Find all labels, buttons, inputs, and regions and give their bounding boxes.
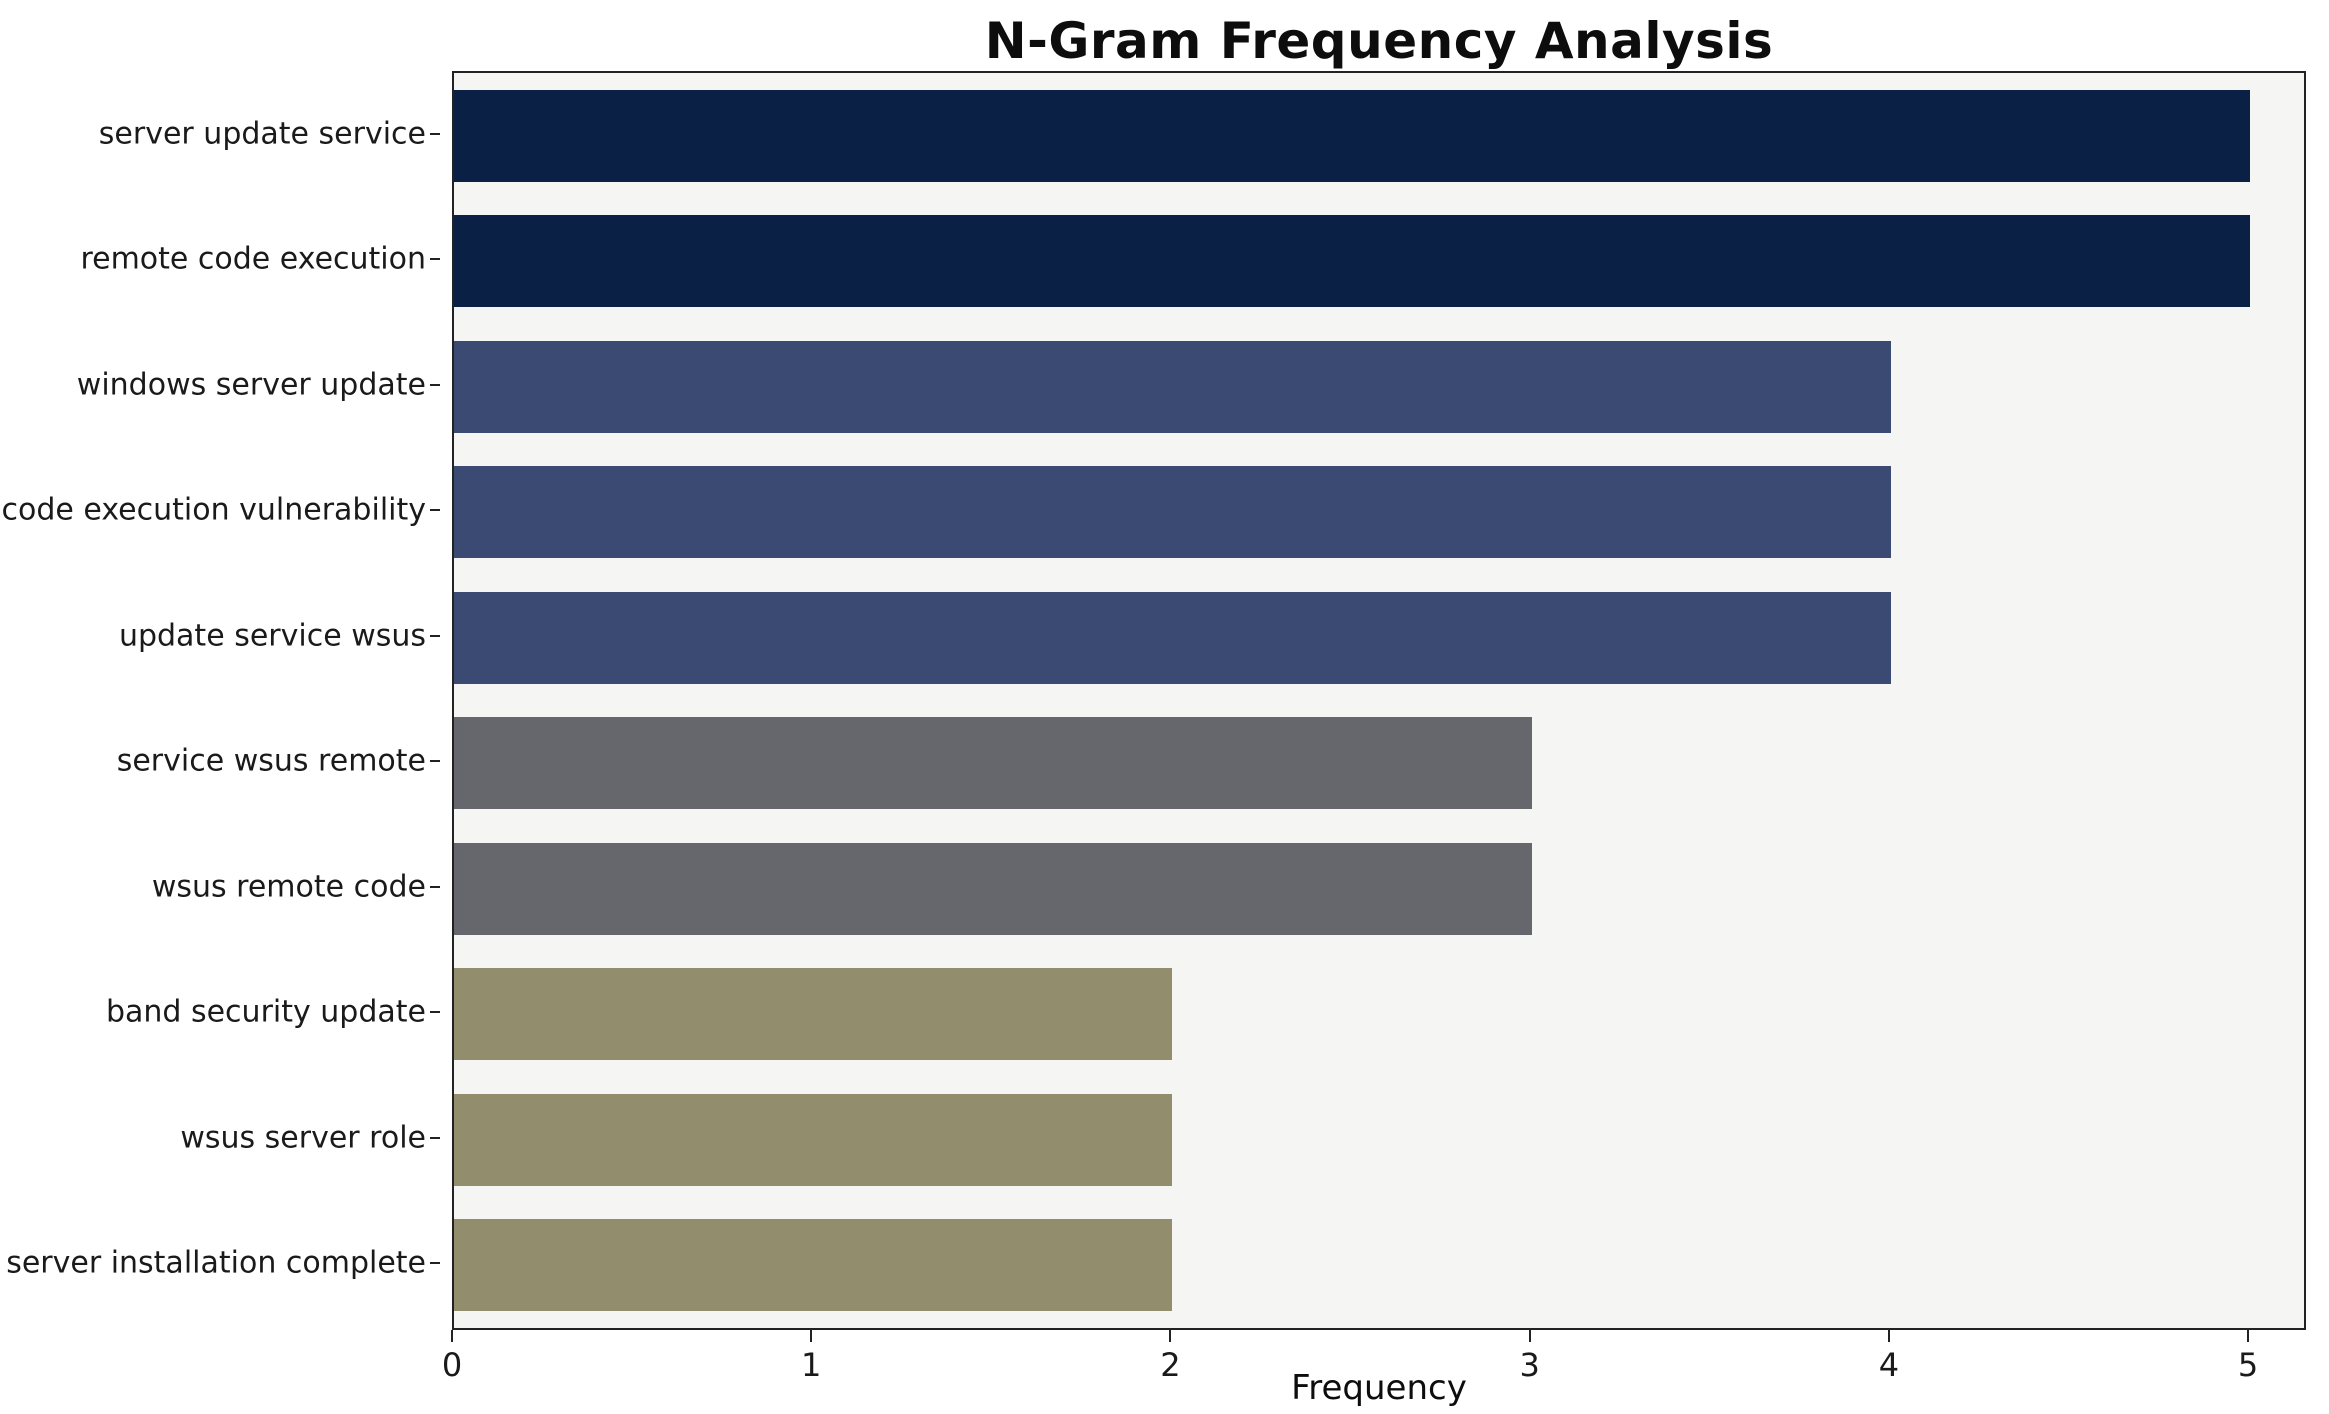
x-tick-mark [1528,1330,1531,1342]
bar-server-installation-complete [454,1219,1173,1312]
y-tick-label: wsus server role [180,1120,426,1156]
bar-server-update-service [454,89,2251,182]
bar-wsus-server-role [454,1093,1173,1186]
x-tick-mark [1887,1330,1890,1342]
bar-windows-server-update [454,340,1891,433]
y-tick-label: service wsus remote [116,743,426,779]
y-tick-label: band security update [105,994,426,1030]
y-axis-labels: server update service remote code executi… [0,71,440,1330]
y-tick-mark [430,1262,440,1265]
y-tick-label: code execution vulnerability [1,492,426,528]
y-tick-label: wsus remote code [151,869,426,905]
x-tick-label: 5 [2237,1346,2259,1384]
y-tick-label: remote code execution [80,241,426,277]
x-axis: 0 1 2 3 4 5 [442,1330,2306,1414]
x-tick-mark [810,1330,813,1342]
bar-code-execution-vulnerability [454,466,1891,559]
y-tick-mark [430,760,440,763]
x-tick-mark [1169,1330,1172,1342]
y-tick-mark [430,634,440,637]
x-axis-title: Frequency [1291,1368,1467,1408]
bar-service-wsus-remote [454,717,1532,810]
x-tick-mark [2247,1330,2250,1342]
x-tick-label: 0 [441,1346,463,1384]
y-tick-mark [430,1011,440,1014]
y-tick-mark [430,1136,440,1139]
bar-band-security-update [454,968,1173,1061]
x-tick-mark [451,1330,453,1342]
plot-area [452,71,2306,1330]
x-tick-label: 1 [801,1346,822,1384]
y-tick-mark [430,258,440,261]
y-tick-mark [430,132,440,135]
bar-update-service-wsus [454,591,1891,684]
y-tick-mark [430,383,440,386]
y-tick-label: server installation complete [6,1245,426,1281]
x-tick-label: 4 [1878,1346,1900,1384]
bar-remote-code-execution [454,215,2251,308]
y-tick-mark [430,509,440,512]
y-tick-label: windows server update [76,367,426,403]
chart-title: N-Gram Frequency Analysis [984,12,1774,70]
x-tick-label: 3 [1519,1346,1540,1384]
x-tick-label: 2 [1160,1346,1181,1384]
y-tick-mark [430,885,440,888]
y-tick-label: server update service [98,116,426,152]
bar-wsus-remote-code [454,842,1532,935]
y-tick-label: update service wsus [118,618,426,654]
